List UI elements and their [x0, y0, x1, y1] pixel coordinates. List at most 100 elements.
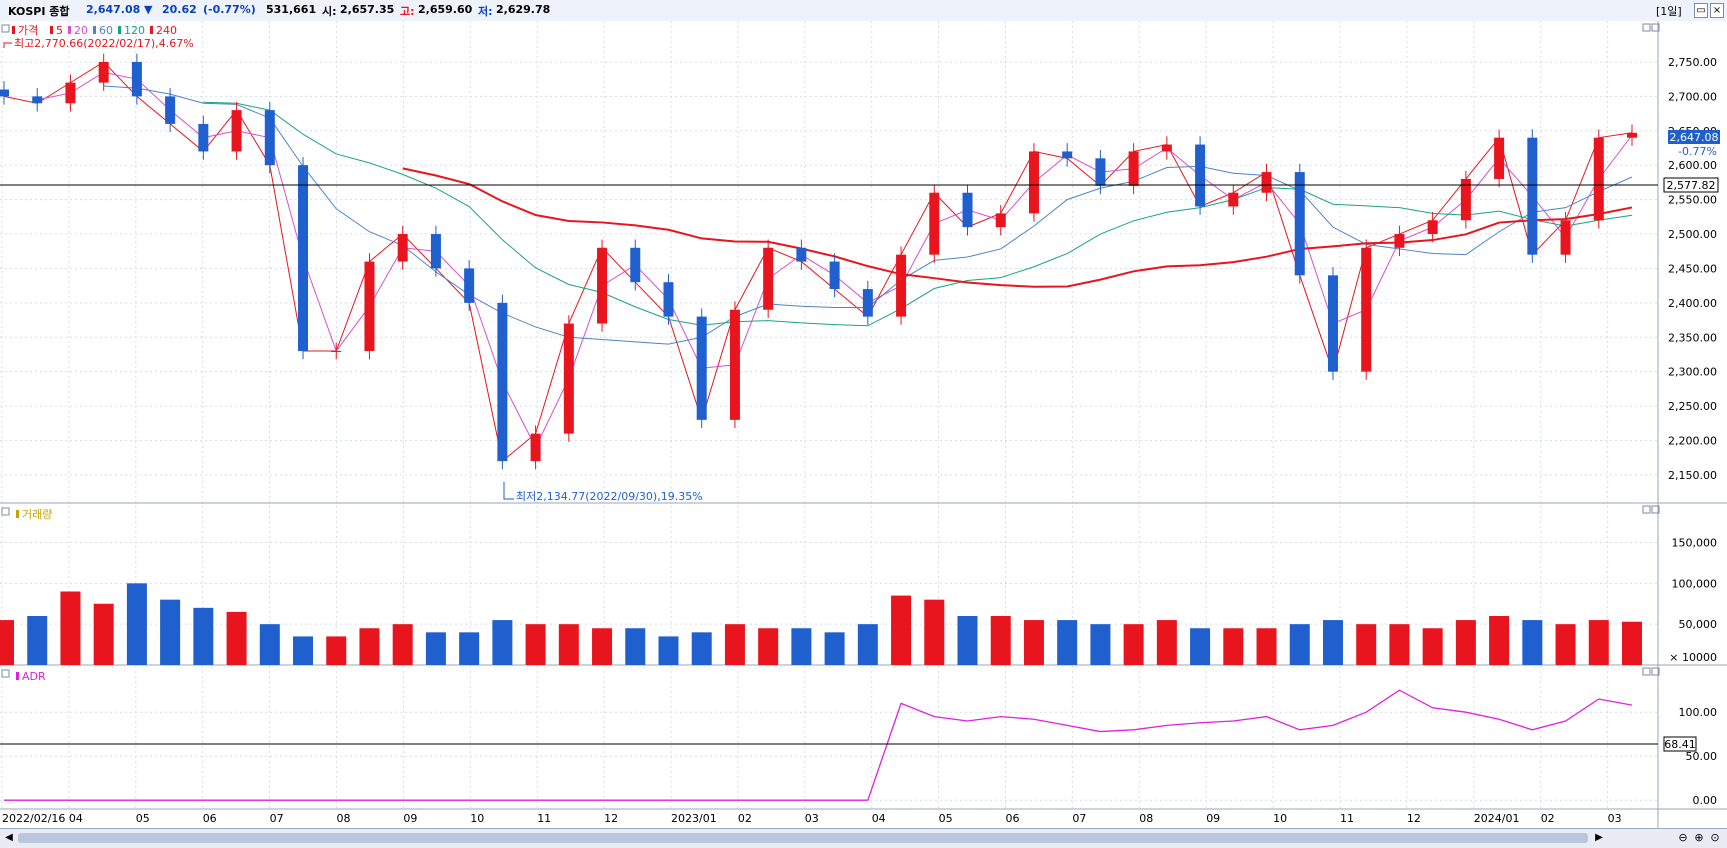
volume-bar: [1190, 628, 1211, 665]
zoom-in-icon[interactable]: ⊕: [1694, 831, 1704, 844]
candle-body: [1161, 144, 1172, 152]
price-tick-label: 2,550.00: [1668, 194, 1717, 207]
down-arrow-icon: ▼: [144, 3, 153, 16]
volume-bar: [1023, 620, 1044, 665]
legend-ma240: 240: [156, 24, 177, 37]
ma240-line: [402, 167, 1633, 288]
chart-header: KOSPI 종합 2,647.08 ▼ 20.62 (-0.77%) 531,6…: [0, 0, 1727, 22]
date-tick-label: 02: [738, 812, 752, 825]
volume-axis: 150,000 100,000 50,000 × 10000: [1669, 537, 1717, 665]
adr-ref-value: 68.41: [1664, 738, 1696, 751]
candle-body: [98, 61, 109, 83]
candle-body: [264, 110, 275, 166]
date-tick-label: 07: [270, 812, 284, 825]
zoom-reset-icon[interactable]: ⊙: [1710, 831, 1720, 844]
scroll-thumb[interactable]: [18, 833, 1588, 843]
candle-body: [497, 302, 508, 462]
price-panel-controls[interactable]: [1, 23, 1660, 676]
low-annotation: 최저2,134.77(2022/09/30),19.35%: [503, 482, 703, 503]
volume-tick-label: 50,000: [1679, 618, 1718, 631]
adr-label: ADR: [22, 670, 46, 683]
price-tick-label: 2,350.00: [1668, 331, 1717, 344]
date-tick-label: 04: [872, 812, 886, 825]
candle-body: [729, 309, 740, 420]
high-annotation: 최고2,770.66(2022/02/17),4.67%: [3, 37, 194, 50]
candle-body: [1627, 132, 1637, 138]
last-price-tag: 2,647.08 -0.77%: [1668, 130, 1720, 158]
restore-icon[interactable]: ▭: [1694, 3, 1708, 18]
candle-body: [464, 268, 475, 303]
last-price-value: 2,647.08: [1670, 131, 1719, 144]
chart-area[interactable]: 가격 5 20 60 120 240 최고2,770.66(2022/02/17…: [0, 21, 1727, 828]
candle-body: [430, 234, 441, 269]
volume-bar: [193, 607, 214, 665]
candle-body: [298, 165, 309, 352]
adr-title: ADR: [1, 669, 46, 683]
candle-body: [763, 247, 774, 310]
volume-bar: [824, 632, 845, 665]
volume-bar: [1289, 624, 1310, 665]
candle-body: [0, 89, 9, 97]
date-tick-label: 11: [537, 812, 551, 825]
volume-bar: [1389, 624, 1410, 665]
candle-body: [1394, 234, 1405, 248]
zoom-out-icon[interactable]: ⊖: [1678, 831, 1688, 844]
volume-bar: [658, 636, 679, 665]
candle-body: [896, 254, 907, 317]
volume-bar: [1356, 624, 1377, 665]
candle-body: [397, 234, 408, 262]
volume-bar: [1622, 621, 1642, 665]
high-value: 2,659.60: [418, 3, 473, 16]
volume-bar: [1489, 616, 1510, 665]
open-label: 시:: [322, 5, 337, 18]
high-note: 최고2,770.66(2022/02/17),4.67%: [14, 37, 194, 50]
date-tick-label: 10: [470, 812, 484, 825]
candle-body: [630, 247, 641, 283]
volume-bar: [226, 611, 247, 665]
price-legend: 가격 5 20 60 120 240: [12, 24, 177, 37]
price-tick-label: 2,500.00: [1668, 228, 1717, 241]
volume-bar: [1322, 620, 1343, 665]
volume-bar: [1223, 628, 1244, 665]
volume-bar: [1156, 620, 1177, 665]
candle-body: [563, 323, 574, 434]
candle-body: [663, 282, 674, 317]
volume-bar: [891, 595, 912, 665]
date-tick-label: 12: [1407, 812, 1421, 825]
ma120-line: [203, 101, 1633, 327]
date-tick-label: 07: [1072, 812, 1086, 825]
scroll-left-icon[interactable]: ◀: [5, 832, 13, 843]
volume-bar: [957, 616, 978, 665]
date-tick-label: 2024/01: [1474, 812, 1520, 825]
adr-ref-tag: 68.41: [1663, 736, 1697, 752]
candle-body: [696, 316, 707, 420]
scroll-right-icon[interactable]: ▶: [1595, 832, 1603, 843]
low-value: 2,629.78: [496, 3, 551, 16]
volume-bar: [27, 616, 48, 665]
date-tick-label: 05: [136, 812, 150, 825]
candle-body: [1361, 247, 1372, 372]
candle-body: [131, 61, 142, 97]
volume-bar: [492, 620, 513, 665]
candle-body: [1095, 158, 1106, 186]
volume-bar: [791, 628, 812, 665]
candle-body: [198, 123, 209, 152]
adr-axis: 100.00 50.00 0.00: [1679, 706, 1718, 807]
candle-body: [1527, 137, 1538, 255]
volume-label: 거래량: [22, 508, 52, 521]
date-tick-label: 03: [1608, 812, 1622, 825]
volume-bar: [425, 632, 446, 665]
volume-bar: [259, 624, 280, 665]
date-tick-label: 09: [403, 812, 417, 825]
close-icon[interactable]: ×: [1710, 3, 1724, 18]
date-tick-label: 04: [69, 812, 83, 825]
period-selector[interactable]: [1일]: [1656, 5, 1682, 18]
price-tick-label: 2,600.00: [1668, 159, 1717, 172]
horizontal-scrollbar[interactable]: ◀ ▶ ⊖ ⊕ ⊙: [0, 828, 1727, 848]
legend-price: 가격: [18, 24, 38, 37]
volume-bar: [293, 636, 314, 665]
volume-bar: [625, 628, 646, 665]
candle-body: [1560, 220, 1571, 255]
volume-bar: [93, 603, 114, 665]
symbol-name[interactable]: KOSPI 종합: [8, 5, 70, 18]
